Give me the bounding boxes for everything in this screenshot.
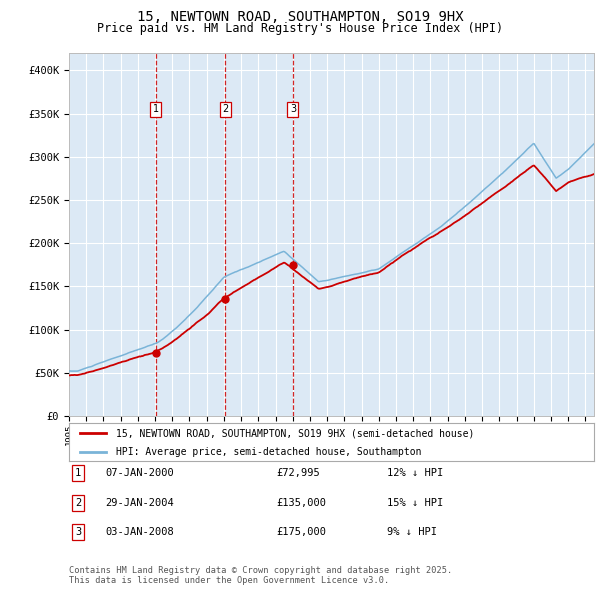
Text: 3: 3	[290, 104, 296, 114]
Text: Contains HM Land Registry data © Crown copyright and database right 2025.
This d: Contains HM Land Registry data © Crown c…	[69, 566, 452, 585]
Text: 2: 2	[222, 104, 229, 114]
Text: £72,995: £72,995	[276, 468, 320, 478]
Text: £135,000: £135,000	[276, 498, 326, 507]
Text: 3: 3	[75, 527, 81, 537]
Text: 1: 1	[152, 104, 159, 114]
Text: 15, NEWTOWN ROAD, SOUTHAMPTON, SO19 9HX: 15, NEWTOWN ROAD, SOUTHAMPTON, SO19 9HX	[137, 10, 463, 24]
Text: 15% ↓ HPI: 15% ↓ HPI	[387, 498, 443, 507]
Text: £175,000: £175,000	[276, 527, 326, 537]
Text: 2: 2	[75, 498, 81, 507]
Text: 9% ↓ HPI: 9% ↓ HPI	[387, 527, 437, 537]
Text: HPI: Average price, semi-detached house, Southampton: HPI: Average price, semi-detached house,…	[116, 447, 422, 457]
Text: 1: 1	[75, 468, 81, 478]
Text: 03-JAN-2008: 03-JAN-2008	[105, 527, 174, 537]
Text: 15, NEWTOWN ROAD, SOUTHAMPTON, SO19 9HX (semi-detached house): 15, NEWTOWN ROAD, SOUTHAMPTON, SO19 9HX …	[116, 428, 475, 438]
Text: 29-JAN-2004: 29-JAN-2004	[105, 498, 174, 507]
Text: 07-JAN-2000: 07-JAN-2000	[105, 468, 174, 478]
Text: 12% ↓ HPI: 12% ↓ HPI	[387, 468, 443, 478]
Text: Price paid vs. HM Land Registry's House Price Index (HPI): Price paid vs. HM Land Registry's House …	[97, 22, 503, 35]
